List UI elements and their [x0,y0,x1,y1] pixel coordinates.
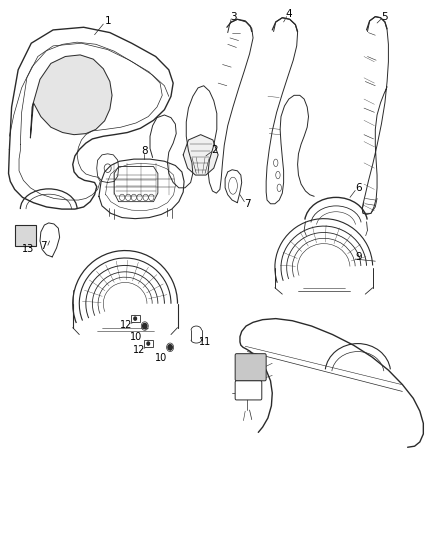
Text: 5: 5 [381,12,388,22]
Circle shape [147,342,150,345]
Text: 11: 11 [199,337,211,347]
Text: 8: 8 [141,146,148,156]
Text: 7: 7 [40,241,47,251]
Text: 14: 14 [246,369,258,379]
Circle shape [134,317,137,320]
FancyBboxPatch shape [235,354,266,381]
Bar [144,340,152,348]
Text: 10: 10 [130,332,142,342]
Text: 13: 13 [21,245,34,254]
Bar [14,225,36,246]
Polygon shape [30,55,112,138]
Text: 3: 3 [230,12,236,22]
Text: 9: 9 [355,252,362,262]
Text: 12: 12 [133,345,146,356]
Text: 2: 2 [211,144,218,155]
Text: 15: 15 [238,388,251,398]
Polygon shape [183,135,218,175]
Text: 6: 6 [355,183,362,193]
Circle shape [143,324,147,329]
Text: 10: 10 [155,353,167,363]
Text: 7: 7 [244,199,251,209]
FancyBboxPatch shape [235,381,262,400]
Text: 12: 12 [120,320,133,330]
Circle shape [168,345,172,350]
Text: 4: 4 [286,9,292,19]
Text: 1: 1 [104,16,111,26]
Bar [131,315,140,322]
